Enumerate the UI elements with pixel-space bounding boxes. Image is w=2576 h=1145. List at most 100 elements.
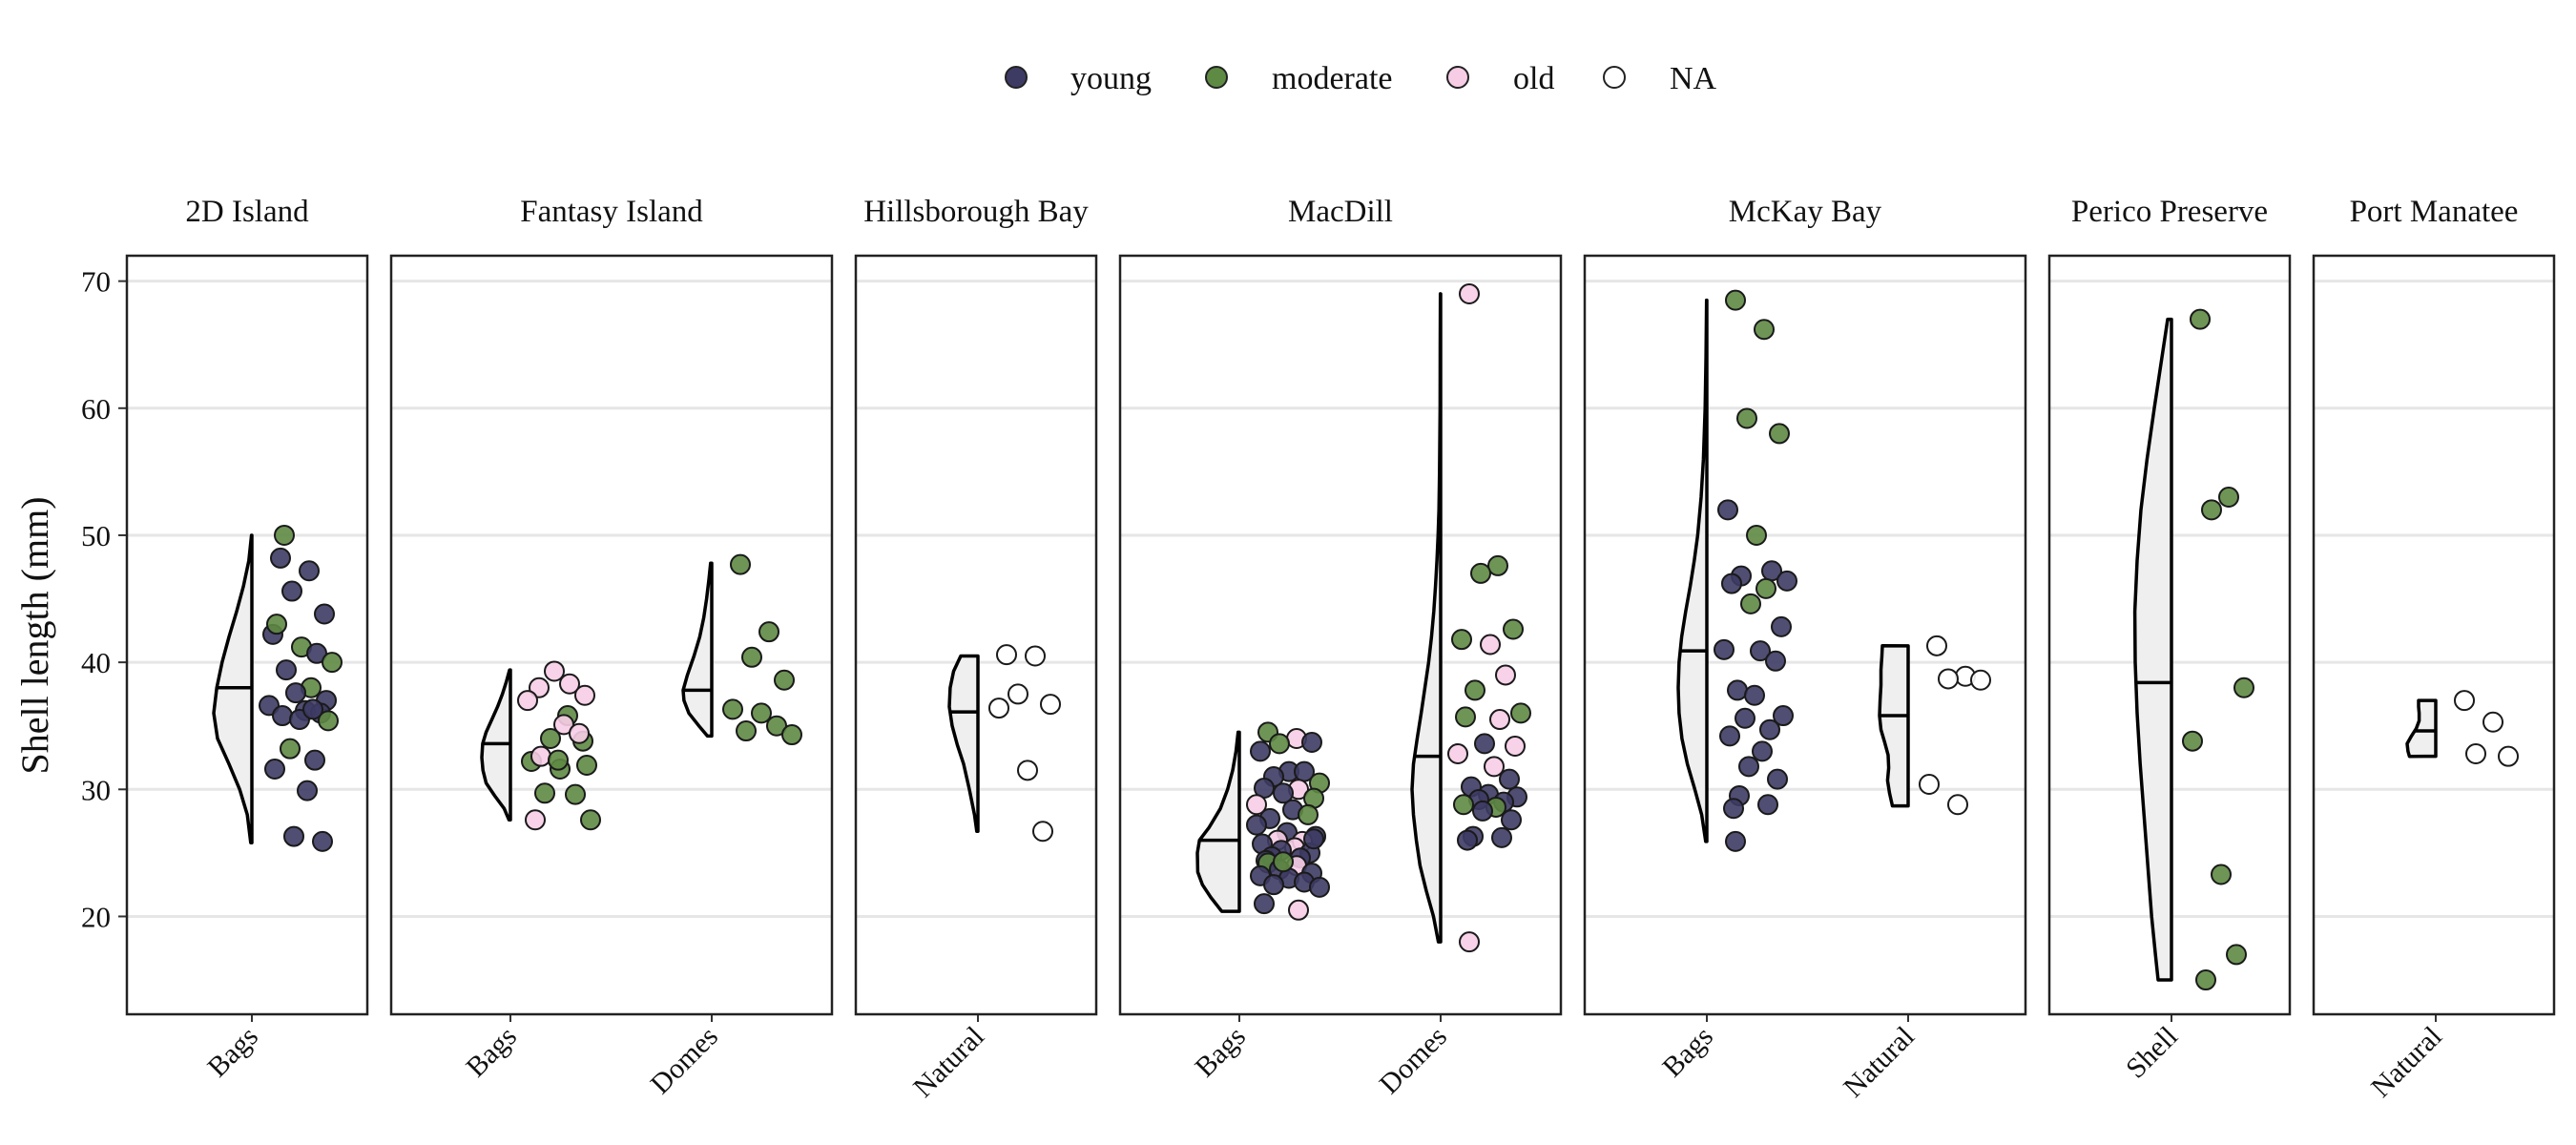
data-point — [318, 710, 339, 732]
data-point — [1025, 645, 1046, 667]
group-shell: Shell — [2120, 308, 2254, 1085]
data-point — [1447, 743, 1468, 765]
legend-item: old — [1446, 61, 1554, 96]
data-point — [2465, 743, 2486, 765]
data-point — [1740, 593, 1761, 614]
data-point — [553, 714, 574, 736]
data-point — [1465, 679, 1485, 701]
x-tick-label: Bags — [460, 1021, 523, 1084]
data-point — [264, 758, 285, 780]
legend-item: moderate — [1205, 61, 1393, 96]
data-point — [297, 780, 318, 802]
data-point — [1771, 615, 1792, 637]
data-point — [1947, 794, 1968, 816]
data-point — [1269, 733, 1290, 755]
data-point — [1501, 809, 1522, 831]
data-point — [2233, 677, 2254, 698]
data-point — [302, 698, 323, 720]
data-point — [1474, 733, 1495, 755]
data-point — [1723, 798, 1744, 820]
facet-panel: Hillsborough Bay Natural — [854, 195, 1098, 1104]
x-tick-label: Bags — [1656, 1021, 1719, 1084]
data-point — [1017, 760, 1038, 781]
data-point — [996, 644, 1017, 666]
data-point — [722, 698, 743, 720]
legend-label: moderate — [1272, 61, 1393, 96]
data-point — [280, 738, 301, 760]
data-point — [559, 673, 580, 695]
data-point — [1455, 706, 1476, 728]
panel-border — [1583, 254, 2027, 1016]
data-point — [2195, 969, 2216, 991]
y-tick-label: 50 — [81, 519, 111, 552]
data-point — [525, 809, 546, 831]
data-point — [2454, 690, 2475, 712]
data-point — [1472, 800, 1493, 822]
data-point — [1773, 705, 1794, 727]
data-point — [1714, 638, 1735, 660]
data-point — [1457, 829, 1478, 851]
data-point — [304, 749, 325, 771]
facet-title: Hillsborough Bay — [863, 195, 1089, 229]
data-point — [1246, 814, 1267, 836]
x-tick-label: Natural — [1838, 1021, 1921, 1104]
data-point — [1717, 499, 1738, 521]
half-violin — [2132, 317, 2173, 982]
group-natural: Natural — [907, 644, 1061, 1104]
facet-title: Fantasy Island — [520, 195, 703, 229]
half-violin — [681, 561, 714, 739]
data-point — [988, 697, 1009, 719]
panel-border — [854, 254, 1098, 1016]
data-point — [2211, 864, 2232, 885]
data-point — [270, 547, 291, 569]
y-axis-title: Shell length (mm) — [13, 496, 56, 774]
data-point — [576, 754, 597, 776]
data-point — [1499, 768, 1520, 790]
data-point — [736, 720, 757, 742]
data-point — [1309, 876, 1330, 898]
data-point — [1484, 756, 1505, 778]
legend-label: young — [1070, 61, 1152, 96]
data-point — [1736, 407, 1757, 429]
data-point — [285, 682, 306, 704]
data-point — [569, 722, 590, 744]
data-point — [2498, 745, 2519, 767]
data-point — [548, 749, 569, 771]
data-point — [1725, 289, 1746, 311]
data-point — [1459, 931, 1480, 953]
panel-border — [2312, 254, 2556, 1016]
data-point — [774, 669, 795, 691]
data-point — [534, 782, 555, 804]
data-point — [1459, 282, 1480, 304]
data-point — [1727, 679, 1748, 701]
data-point — [580, 809, 601, 831]
data-point — [1263, 874, 1284, 896]
data-point — [281, 580, 302, 602]
group-natural: Natural — [2365, 690, 2519, 1104]
data-point — [1754, 319, 1775, 341]
group-bags: Bags — [201, 524, 343, 1083]
facet-panel: Fantasy Island Bags Domes — [389, 195, 834, 1100]
half-violin — [1195, 730, 1241, 913]
facet-title: MacDill — [1288, 195, 1393, 229]
data-point — [781, 724, 802, 746]
data-point — [1250, 740, 1271, 762]
data-point — [306, 642, 327, 664]
y-tick-label: 20 — [81, 900, 111, 933]
data-point — [1288, 899, 1309, 921]
panel-border — [1118, 254, 1563, 1016]
data-point — [1938, 668, 1959, 690]
data-point — [544, 660, 565, 682]
group-domes: Domes — [1374, 282, 1531, 1100]
facet-title: 2D Island — [185, 195, 309, 229]
facet-panel: McKay Bay Bags Natural — [1583, 195, 2027, 1104]
data-point — [1719, 725, 1740, 747]
data-point — [1503, 618, 1524, 640]
legend-label: NA — [1670, 61, 1717, 96]
data-point — [283, 825, 304, 847]
panel-border — [389, 254, 834, 1016]
legend-item: NA — [1603, 61, 1717, 96]
data-point — [1453, 794, 1474, 816]
y-tick-label: 40 — [81, 646, 111, 679]
